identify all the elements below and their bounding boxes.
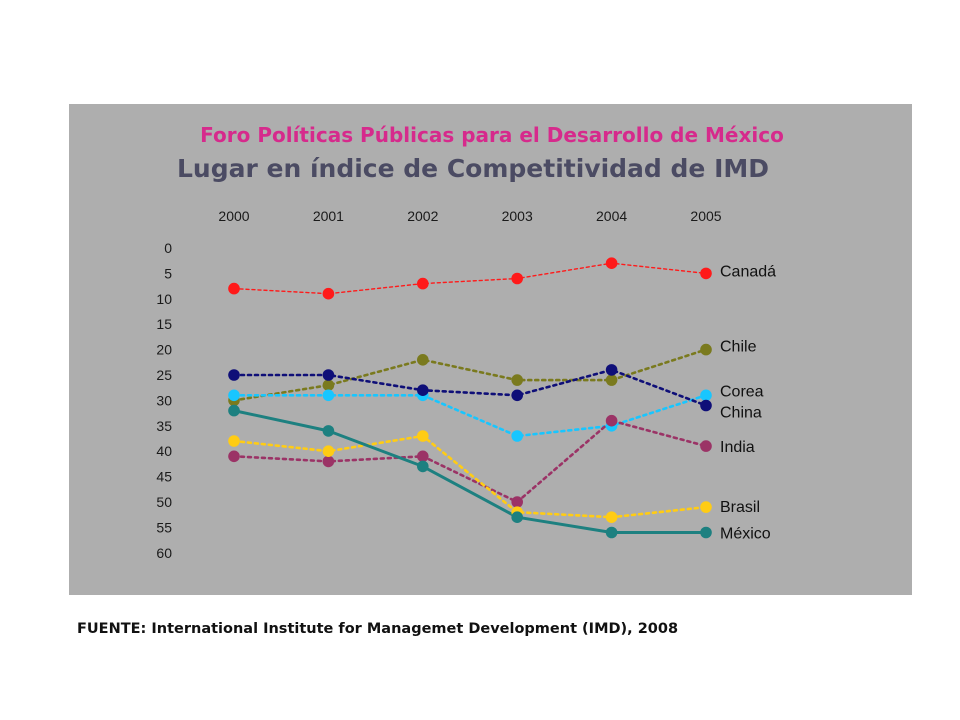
data-point-china-2000 [228, 369, 240, 381]
data-point-china-2001 [322, 369, 335, 381]
y-tick-label-10: 10 [156, 291, 172, 307]
series-label-mexico: México [720, 525, 771, 542]
x-tick-label-2001: 2001 [313, 208, 344, 224]
data-point-india-2003 [511, 496, 523, 508]
data-point-mexico-2003 [511, 511, 523, 523]
y-tick-label-0: 0 [164, 240, 172, 256]
series-line-china [232, 368, 708, 407]
data-point-brasil-2002 [417, 430, 429, 442]
series-label-chile: Chile [720, 339, 757, 356]
data-point-mexico-2005 [700, 526, 712, 539]
data-point-corea-2000 [228, 389, 240, 402]
series-label-corea: Corea [720, 383, 764, 400]
series-line-brasil [232, 434, 708, 519]
data-point-corea-2005 [700, 389, 712, 402]
data-point-mexico-2001 [322, 425, 335, 437]
y-tick-label-30: 30 [156, 392, 172, 408]
chart-title: Lugar en índice de Competitividad de IMD [177, 154, 769, 183]
data-point-india-2001 [322, 455, 335, 468]
data-point-chile-2005 [700, 343, 712, 356]
data-point-china-2003 [511, 389, 523, 402]
series-label-canada: Canadá [720, 263, 776, 280]
y-tick-label-45: 45 [156, 469, 172, 485]
y-tick-label-20: 20 [156, 342, 172, 358]
y-tick-label-15: 15 [156, 316, 172, 332]
y-tick-label-35: 35 [156, 418, 172, 434]
data-point-india-2005 [700, 440, 712, 452]
x-axis-labels: 2000 2001 2002 2003 2004 2005 [218, 208, 721, 224]
y-tick-label-5: 5 [164, 265, 172, 281]
data-point-canada-2005 [700, 267, 712, 280]
data-point-chile-2003 [511, 374, 523, 386]
series-points [228, 257, 712, 539]
data-point-brasil-2004 [605, 511, 618, 523]
series-line-corea [232, 393, 708, 438]
series-labels: Canadá Chile Corea China India Brasil México [720, 263, 776, 542]
source-note: FUENTE: International Institute for Mana… [77, 621, 679, 637]
data-point-corea-2003 [511, 430, 523, 442]
x-tick-label-2004: 2004 [596, 208, 627, 224]
y-tick-label-25: 25 [156, 367, 172, 383]
chart-panel [69, 104, 912, 595]
series-line-india [232, 419, 708, 504]
data-point-mexico-2004 [605, 526, 618, 539]
data-point-brasil-2001 [322, 445, 335, 458]
x-tick-label-2002: 2002 [407, 208, 438, 224]
series-label-india: India [720, 439, 755, 456]
series-lines [232, 262, 708, 534]
data-point-corea-2001 [322, 389, 335, 402]
data-point-china-2004 [605, 364, 618, 376]
x-tick-label-2000: 2000 [218, 208, 249, 224]
data-point-canada-2001 [322, 287, 335, 300]
data-point-mexico-2002 [417, 460, 429, 473]
y-axis-labels: 0 5 10 15 20 25 30 35 40 45 50 55 60 [156, 240, 172, 561]
data-point-india-2000 [228, 450, 240, 463]
data-point-chile-2002 [417, 354, 429, 366]
data-point-brasil-2000 [228, 435, 240, 447]
data-point-india-2002 [417, 450, 429, 463]
y-tick-label-40: 40 [156, 443, 172, 459]
data-point-brasil-2005 [700, 501, 712, 513]
data-point-chile-2004 [605, 374, 618, 386]
data-point-india-2004 [605, 414, 618, 427]
series-label-china: China [720, 404, 762, 421]
data-point-canada-2000 [228, 282, 240, 295]
data-point-canada-2004 [605, 257, 618, 270]
series-line-mexico [232, 409, 708, 534]
series-line-canada [233, 262, 707, 295]
y-tick-label-50: 50 [156, 494, 172, 510]
data-point-canada-2002 [417, 277, 429, 290]
y-tick-label-55: 55 [156, 519, 172, 535]
data-point-mexico-2000 [228, 404, 240, 417]
data-point-chile-2001 [322, 379, 335, 392]
data-point-canada-2003 [511, 272, 523, 285]
x-tick-label-2003: 2003 [502, 208, 533, 224]
series-label-brasil: Brasil [720, 499, 760, 516]
y-tick-label-60: 60 [156, 545, 172, 561]
data-point-china-2002 [417, 384, 429, 397]
data-point-china-2005 [700, 399, 712, 412]
chart-supertitle: Foro Políticas Públicas para el Desarrol… [200, 123, 784, 147]
x-tick-label-2005: 2005 [690, 208, 721, 224]
